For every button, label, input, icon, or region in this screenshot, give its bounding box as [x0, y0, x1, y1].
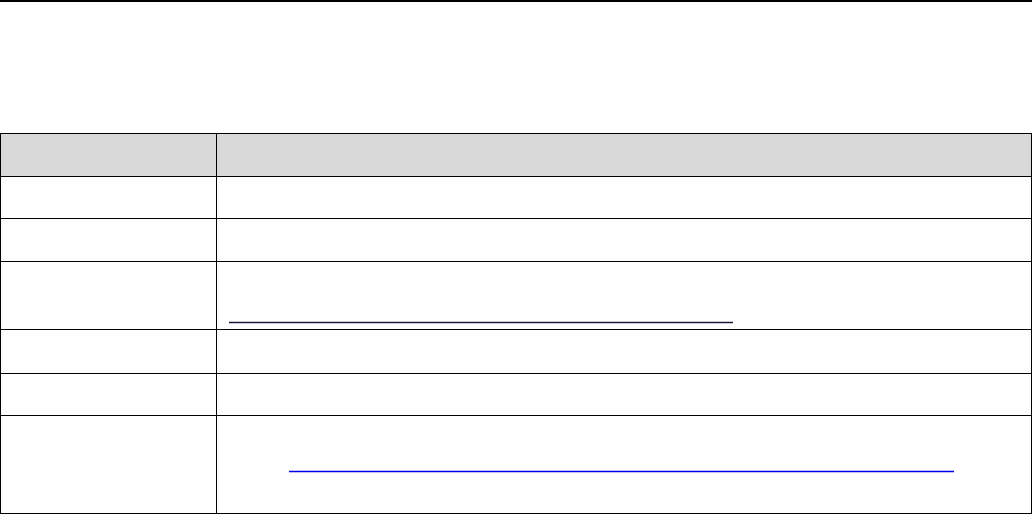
- table-border: [0, 133, 1032, 514]
- table-grid: [0, 133, 1032, 514]
- table-header: [0, 133, 1032, 177]
